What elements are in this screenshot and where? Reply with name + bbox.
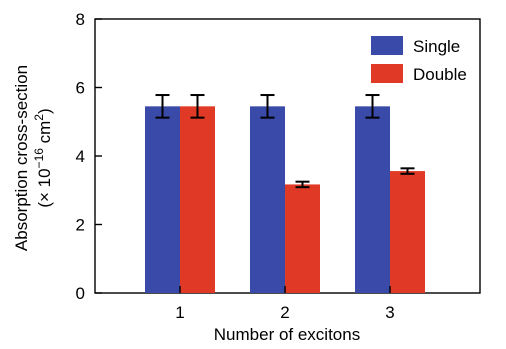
y-axis-label-exponent: −16 <box>32 148 46 169</box>
y-axis-label-line2: (× 10−16 cm2) <box>32 108 54 207</box>
y-tick-label: 0 <box>76 284 85 303</box>
y-axis-label-line1: Absorption cross-section <box>12 65 31 251</box>
x-tick-label: 1 <box>175 303 184 322</box>
bar-double-2 <box>285 184 320 293</box>
bar-single-1 <box>145 106 180 294</box>
bar-single-2 <box>250 106 285 294</box>
y-axis-label-unit: cm <box>35 121 54 148</box>
legend: Single Double <box>371 36 467 84</box>
y-tick-label: 2 <box>76 216 85 235</box>
bar-single-3 <box>355 106 390 294</box>
legend-label-double: Double <box>413 65 467 84</box>
legend-label-single: Single <box>413 37 460 56</box>
bar-marks <box>145 94 425 294</box>
y-tick-label: 8 <box>76 10 85 29</box>
y-axis-label-suffix: ) <box>35 108 54 114</box>
bar-double-1 <box>180 106 215 294</box>
y-tick-label: 6 <box>76 79 85 98</box>
y-axis-label-unit-exponent: 2 <box>32 114 46 121</box>
x-axis-label: Number of excitons <box>214 325 360 344</box>
legend-swatch-double <box>371 64 403 83</box>
y-tick-label: 4 <box>76 147 85 166</box>
axis-ticks: 0 2 4 6 8 1 2 3 <box>76 10 395 322</box>
bar-double-3 <box>390 171 425 293</box>
x-tick-label: 2 <box>280 303 289 322</box>
x-tick-label: 3 <box>385 303 394 322</box>
y-axis-label-prefix: (× 10 <box>35 168 54 207</box>
legend-swatch-single <box>371 36 403 55</box>
